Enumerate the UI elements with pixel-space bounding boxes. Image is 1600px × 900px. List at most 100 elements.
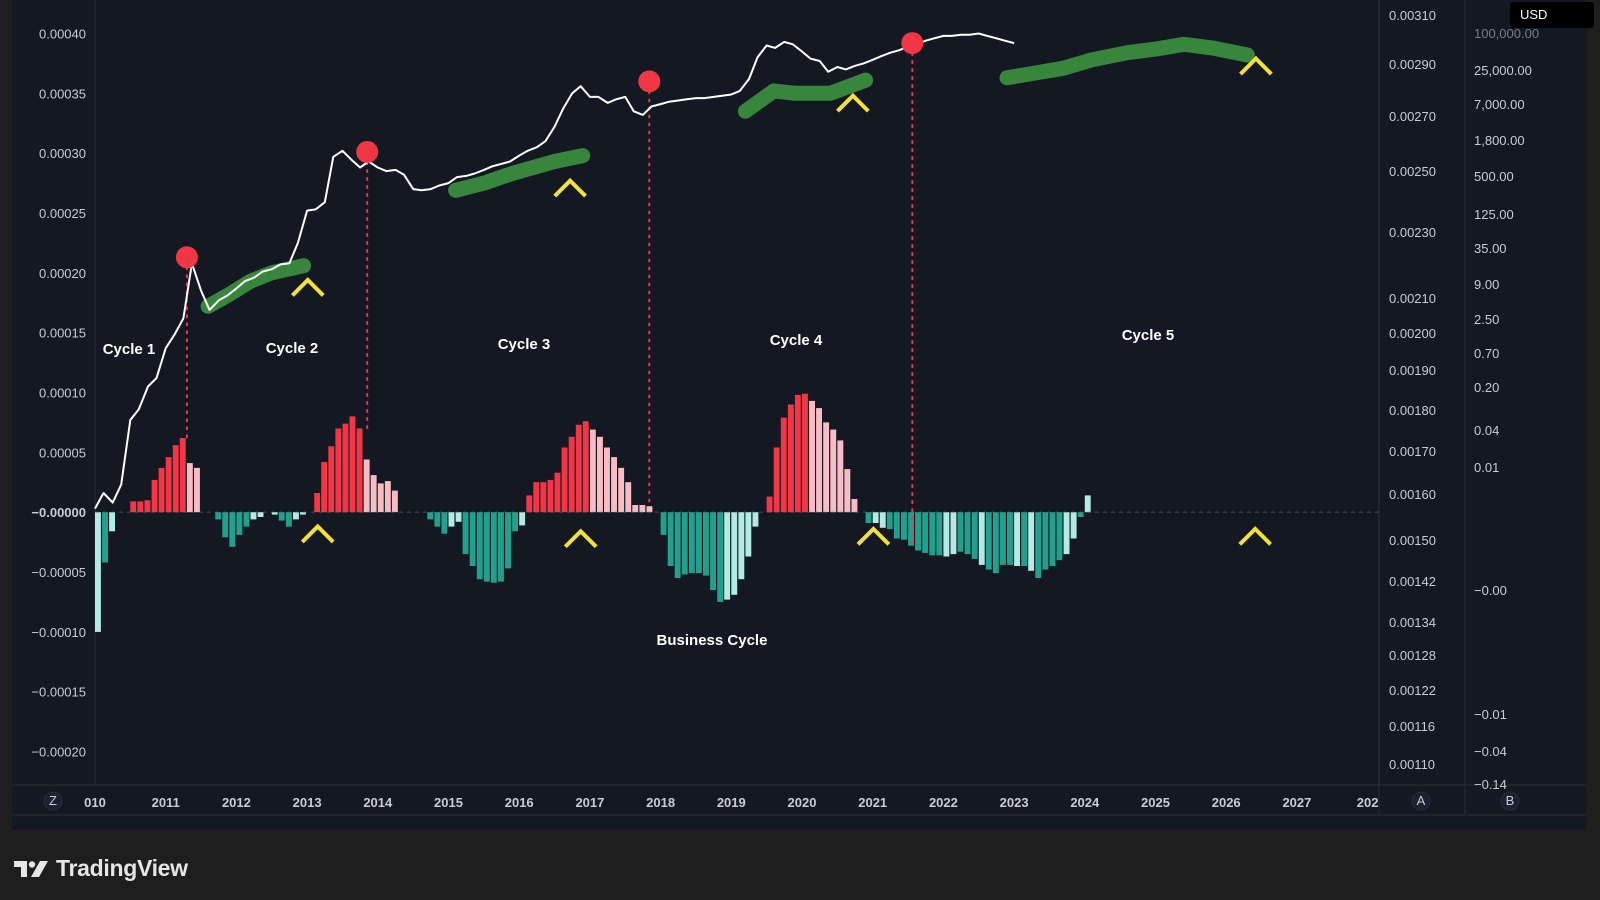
right-axis-1[interactable]: 0.00310 0.00290 0.00270 0.00250 0.00230 0.002… — [1389, 8, 1436, 772]
cycle-annotations: Cycle 1 Cycle 2 Cycle 3 Cycle 4 Cycle 5 Busin… — [103, 327, 1175, 649]
right-axis-2-tick: 0.70 — [1474, 346, 1499, 361]
left-axis-tick: 0.00015 — [39, 326, 86, 341]
histogram-bar — [830, 429, 837, 513]
grid-lines — [12, 0, 1586, 816]
chart-panel[interactable]: 0.00040 0.00035 0.00030 0.00025 0.00020 0.000… — [12, 0, 1594, 830]
left-axis-tick: −0.00005 — [31, 565, 86, 580]
histogram-bar — [391, 490, 398, 513]
histogram-bar — [505, 512, 511, 569]
histogram-bar — [561, 447, 568, 513]
left-axis-tick: −0.00015 — [31, 685, 86, 700]
histogram-bar — [688, 512, 695, 574]
left-axis-tick: 0.00040 — [39, 27, 86, 42]
histogram-bar — [844, 469, 851, 513]
histogram-bar — [738, 512, 745, 580]
right-axis-2[interactable]: 100,000.00 25,000.00 7,000.00 1,800.00 500.0… — [1474, 26, 1539, 792]
peak-marker — [175, 246, 198, 269]
right-axis-2-tick: 0.20 — [1474, 380, 1499, 395]
histogram-bar — [696, 512, 702, 574]
histogram-bar — [837, 440, 844, 513]
right-axis-1-tick: 0.00134 — [1389, 615, 1436, 630]
time-axis-tick: 2020 — [788, 795, 817, 810]
histogram-bar — [936, 512, 943, 556]
histogram-bar — [674, 512, 681, 578]
axis-button-z-label: Z — [49, 793, 57, 808]
histogram-bar — [978, 512, 985, 565]
histogram-bar — [469, 512, 476, 566]
right-axis-1-tick: 0.00250 — [1389, 164, 1436, 179]
right-axis-2-tick: 7,000.00 — [1474, 97, 1525, 112]
right-axis-1-tick: 0.00142 — [1389, 574, 1436, 589]
histogram-bar — [186, 463, 193, 513]
histogram-bar — [462, 512, 469, 555]
currency-button[interactable]: USD — [1510, 2, 1594, 28]
histogram-bar — [483, 512, 490, 582]
axis-button-a-label: A — [1417, 793, 1426, 808]
right-axis-1-tick: 0.00210 — [1389, 291, 1436, 306]
time-axis-tick: 2026 — [1212, 795, 1241, 810]
time-axis-tick: 2018 — [646, 795, 675, 810]
histogram-bar — [222, 512, 229, 538]
histogram-bar — [540, 482, 547, 513]
right-axis-1-tick: 0.00290 — [1389, 57, 1436, 72]
right-axis-1-tick: 0.00310 — [1389, 8, 1436, 23]
histogram-bar — [710, 512, 716, 590]
axis-button-z[interactable] — [43, 791, 63, 811]
cycle-label: Cycle 3 — [498, 336, 551, 353]
time-axis[interactable]: 010 2011 2012 2013 2014 2015 2016 2017 2018 2019 2… — [43, 791, 1520, 811]
histogram-bar — [950, 512, 957, 555]
histogram-bar — [794, 394, 801, 513]
time-axis-tick: 2015 — [434, 795, 463, 810]
peak-markers — [175, 32, 924, 269]
histogram-bar — [646, 506, 653, 513]
right-axis-1-tick: 0.00190 — [1389, 363, 1436, 378]
histogram-bar — [1084, 495, 1091, 513]
cycle-label: Cycle 2 — [266, 340, 319, 357]
green-highlights — [200, 36, 1255, 314]
histogram-bar — [745, 512, 752, 557]
histogram-bar — [321, 461, 328, 513]
axis-button-a[interactable] — [1411, 791, 1431, 811]
right-axis-1-tick: 0.00170 — [1389, 444, 1436, 459]
tradingview-logo[interactable]: TradingView — [14, 855, 188, 882]
green-highlight-band — [999, 36, 1255, 86]
histogram-bar — [455, 512, 462, 522]
histogram-bar — [1056, 512, 1063, 561]
cycle-label: Cycle 4 — [770, 332, 823, 349]
histogram-bar — [342, 423, 349, 513]
left-axis[interactable]: 0.00040 0.00035 0.00030 0.00025 0.00020 0.000… — [31, 27, 86, 760]
histogram-bar — [660, 512, 667, 535]
right-axis-2-tick: −0.04 — [1474, 744, 1507, 759]
left-axis-tick: 0.00025 — [39, 206, 86, 221]
histogram-bar — [179, 438, 186, 513]
histogram-bar — [611, 457, 617, 513]
axis-button-b[interactable] — [1500, 791, 1520, 811]
histogram-bar — [773, 447, 780, 513]
histogram-bar — [434, 512, 441, 527]
histogram-bar — [851, 499, 858, 513]
time-axis-tick: 2014 — [363, 795, 393, 810]
right-axis-2-tick: 25,000.00 — [1474, 63, 1532, 78]
right-axis-2-tick: 125.00 — [1474, 207, 1514, 222]
histogram-bar — [137, 501, 144, 513]
right-axis-2-tick: 500.00 — [1474, 169, 1514, 184]
chart-svg[interactable]: 0.00040 0.00035 0.00030 0.00025 0.00020 0.000… — [12, 0, 1586, 830]
yellow-caret-icon — [553, 177, 587, 198]
histogram-bar — [929, 512, 936, 556]
histogram-bar — [1049, 512, 1056, 566]
time-axis-tick: 2027 — [1282, 795, 1311, 810]
histogram-bar — [1014, 512, 1020, 566]
cycle-label: Cycle 5 — [1122, 327, 1175, 344]
histogram-bar — [1021, 512, 1028, 566]
histogram-bar — [370, 475, 377, 513]
right-axis-2-tick: −0.01 — [1474, 707, 1507, 722]
histogram-bar — [703, 512, 709, 576]
histogram-bar — [427, 512, 434, 520]
histogram-bar — [257, 512, 264, 517]
tradingview-logo-icon — [14, 860, 48, 877]
left-axis-tick: 0.00010 — [39, 386, 86, 401]
histogram-bar — [731, 512, 738, 595]
histogram-bar — [300, 512, 306, 515]
histogram-bar — [582, 421, 589, 513]
left-axis-tick: −0.00020 — [31, 744, 86, 759]
